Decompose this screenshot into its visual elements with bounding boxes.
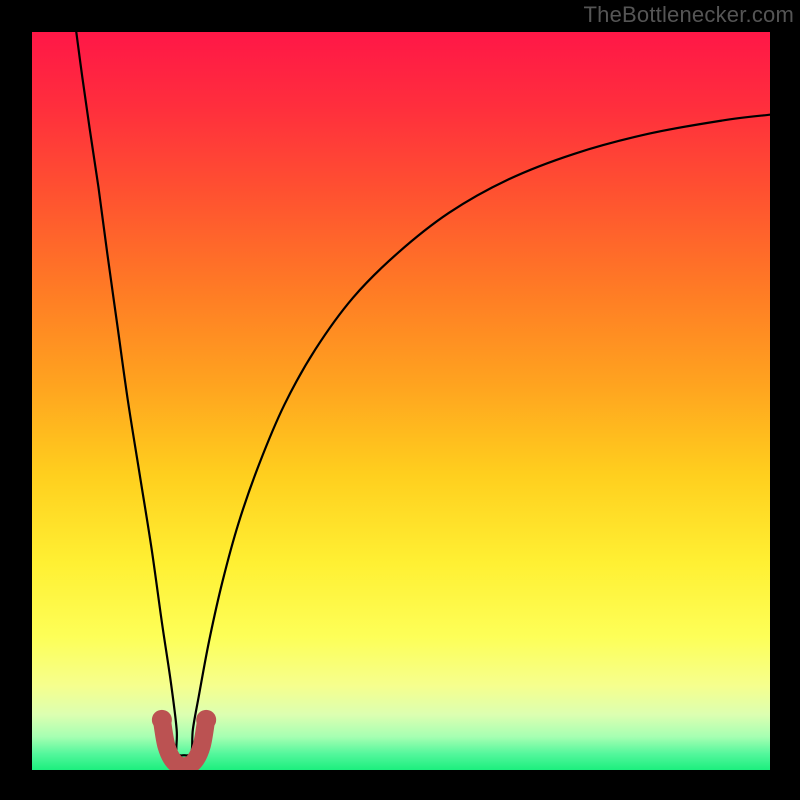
watermark-text: TheBottlenecker.com (584, 2, 794, 28)
bottleneck-curve (76, 32, 770, 755)
minimum-marker-dot-left (152, 710, 172, 730)
curve-layer (32, 32, 770, 770)
plot-area (32, 32, 770, 770)
minimum-marker-dot-right (196, 710, 216, 730)
stage: TheBottlenecker.com (0, 0, 800, 800)
